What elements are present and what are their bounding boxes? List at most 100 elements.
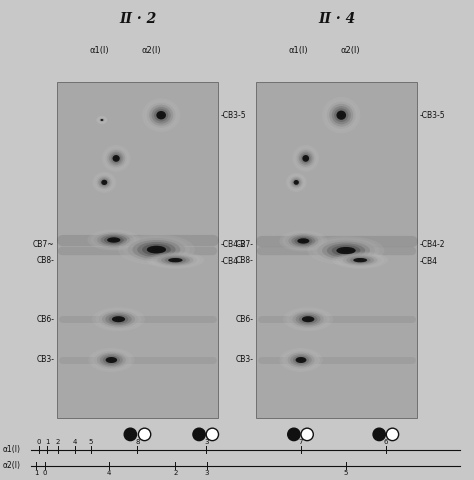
Ellipse shape <box>111 153 121 164</box>
Ellipse shape <box>164 257 186 264</box>
FancyBboxPatch shape <box>57 82 218 418</box>
Ellipse shape <box>95 309 142 330</box>
Ellipse shape <box>304 156 308 160</box>
Ellipse shape <box>150 252 201 268</box>
Ellipse shape <box>95 174 113 190</box>
Ellipse shape <box>112 316 125 322</box>
Text: 3: 3 <box>205 470 210 476</box>
Ellipse shape <box>142 244 171 255</box>
Text: 7: 7 <box>298 439 303 445</box>
Ellipse shape <box>94 173 115 192</box>
Ellipse shape <box>332 252 388 269</box>
Ellipse shape <box>146 252 204 269</box>
Ellipse shape <box>100 119 104 121</box>
Ellipse shape <box>105 148 127 168</box>
Ellipse shape <box>123 236 190 263</box>
Ellipse shape <box>350 257 371 264</box>
Ellipse shape <box>107 150 125 167</box>
Ellipse shape <box>299 315 318 324</box>
Ellipse shape <box>312 238 380 263</box>
Ellipse shape <box>296 357 306 363</box>
Text: 0: 0 <box>42 470 47 476</box>
Ellipse shape <box>104 236 124 244</box>
Ellipse shape <box>353 258 367 262</box>
Ellipse shape <box>334 108 348 122</box>
Ellipse shape <box>172 259 179 261</box>
Circle shape <box>301 428 313 441</box>
Text: -CB3-5: -CB3-5 <box>419 111 445 120</box>
Ellipse shape <box>339 113 344 118</box>
Ellipse shape <box>98 177 110 188</box>
Text: 4: 4 <box>107 470 111 476</box>
Ellipse shape <box>149 105 173 126</box>
Ellipse shape <box>292 312 324 327</box>
Ellipse shape <box>339 253 381 267</box>
Ellipse shape <box>302 316 314 322</box>
Ellipse shape <box>290 176 303 188</box>
Ellipse shape <box>322 97 361 133</box>
Circle shape <box>288 428 300 441</box>
Ellipse shape <box>142 98 181 132</box>
Ellipse shape <box>107 238 120 243</box>
Ellipse shape <box>94 351 128 369</box>
Ellipse shape <box>154 253 197 267</box>
Ellipse shape <box>101 180 107 185</box>
Ellipse shape <box>301 153 311 164</box>
Text: 5: 5 <box>89 439 93 445</box>
Ellipse shape <box>100 354 123 366</box>
Ellipse shape <box>327 243 365 258</box>
Ellipse shape <box>288 175 304 190</box>
Ellipse shape <box>102 145 130 172</box>
Ellipse shape <box>290 310 327 328</box>
Ellipse shape <box>91 231 137 249</box>
Ellipse shape <box>302 316 314 322</box>
Text: CB6-: CB6- <box>236 315 254 324</box>
Ellipse shape <box>327 102 356 129</box>
Ellipse shape <box>92 307 145 331</box>
Text: CB7~: CB7~ <box>33 240 55 249</box>
Ellipse shape <box>94 232 134 248</box>
Ellipse shape <box>112 155 120 162</box>
Ellipse shape <box>337 110 346 120</box>
Ellipse shape <box>147 246 166 253</box>
Circle shape <box>386 428 399 441</box>
Text: II · 2: II · 2 <box>119 12 156 26</box>
Ellipse shape <box>332 106 351 124</box>
Ellipse shape <box>157 255 193 265</box>
Ellipse shape <box>98 117 106 123</box>
Ellipse shape <box>92 172 116 193</box>
Ellipse shape <box>293 180 299 185</box>
Ellipse shape <box>346 256 374 264</box>
Text: α1(l): α1(l) <box>2 445 20 454</box>
Ellipse shape <box>290 354 312 366</box>
Ellipse shape <box>152 248 161 252</box>
Circle shape <box>373 428 385 441</box>
Ellipse shape <box>161 256 190 264</box>
Ellipse shape <box>337 247 356 254</box>
Ellipse shape <box>283 232 324 250</box>
Ellipse shape <box>293 356 309 364</box>
Ellipse shape <box>322 241 370 260</box>
Ellipse shape <box>283 307 333 331</box>
Text: CB6-: CB6- <box>36 315 55 324</box>
Text: α1(l): α1(l) <box>90 46 109 55</box>
Ellipse shape <box>106 357 117 363</box>
Text: -CB4: -CB4 <box>220 257 238 266</box>
Text: 4: 4 <box>73 439 77 445</box>
Ellipse shape <box>110 239 117 241</box>
Text: CB3-: CB3- <box>236 356 254 364</box>
Ellipse shape <box>332 245 360 256</box>
Ellipse shape <box>100 179 109 186</box>
Text: 1: 1 <box>34 470 39 476</box>
Text: 1: 1 <box>45 439 50 445</box>
Text: -CB4-2: -CB4-2 <box>220 240 246 249</box>
Text: 2: 2 <box>173 470 178 476</box>
Ellipse shape <box>98 117 106 123</box>
Ellipse shape <box>115 318 122 321</box>
Ellipse shape <box>152 107 171 123</box>
Ellipse shape <box>282 349 320 371</box>
Ellipse shape <box>302 155 309 162</box>
Text: 0: 0 <box>36 439 41 445</box>
Ellipse shape <box>291 178 301 187</box>
Ellipse shape <box>128 238 185 261</box>
